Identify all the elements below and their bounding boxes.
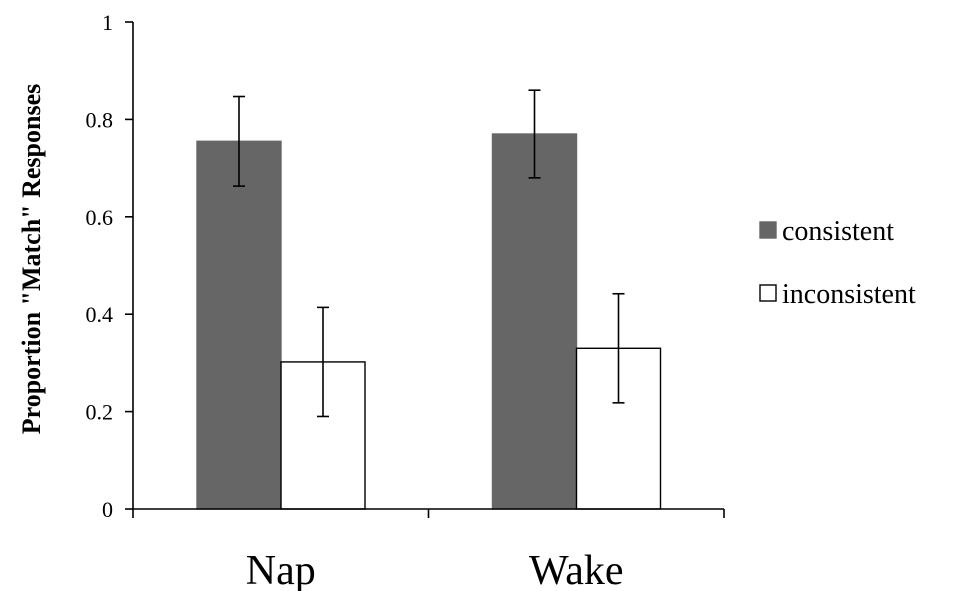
legend-item-inconsistent: inconsistent [759,279,916,310]
category-label-nap: Nap [246,548,316,591]
labels: Proportion "Match" Responses [17,84,46,435]
y-tick-label-0.2: 0.2 [86,400,114,425]
legend-item-consistent: consistent [759,216,894,247]
y-tick-label-0.8: 0.8 [86,107,114,132]
error-bar-consistent-wake [528,89,541,179]
legend-swatch-inconsistent [759,284,777,302]
error-bar-inconsistent-nap [317,306,329,418]
error-bar-consistent-nap [233,95,245,187]
axes: 0 0.2 0.4 0.6 0.8 1 Nap Wake [86,10,725,591]
y-tick-label-0.6: 0.6 [86,205,114,230]
legend-swatch-consistent [759,221,777,239]
plot-area [196,89,662,510]
y-axis-label: Proportion "Match" Responses [17,84,46,435]
error-bar-inconsistent-wake [612,292,625,404]
y-tick-label-1: 1 [102,10,113,35]
bar-consistent-nap [196,140,282,510]
y-tick-label-0.4: 0.4 [86,302,114,327]
bar-consistent-wake [491,133,578,510]
legend-label-consistent: consistent [782,216,894,247]
y-tick-label-0: 0 [102,497,113,522]
category-label-wake: Wake [529,548,624,591]
legend-label-inconsistent: inconsistent [782,279,916,310]
legend: consistent inconsistent [759,216,916,310]
